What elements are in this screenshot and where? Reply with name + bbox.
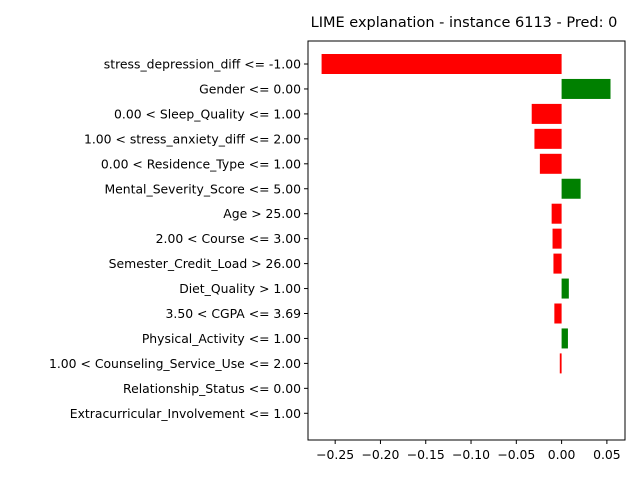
y-tick-label: Physical_Activity <= 1.00 (142, 331, 301, 346)
bar (561, 328, 568, 349)
y-tick-labels: stress_depression_diff <= -1.00 Gender <=… (49, 57, 308, 421)
y-tick-label: 0.00 < Sleep_Quality <= 1.00 (114, 106, 301, 121)
chart-title: LIME explanation - instance 6113 - Pred:… (311, 15, 618, 31)
x-tick-label: −0.15 (407, 447, 445, 462)
x-tick-group: −0.25 −0.20 −0.15 −0.10 −0.05 0.00 0.05 (316, 440, 621, 462)
bar (553, 253, 562, 274)
bar (534, 128, 562, 149)
x-tick-label: 0.00 (548, 447, 576, 462)
y-tick-label: 0.00 < Residence_Type <= 1.00 (101, 156, 301, 171)
y-tick-label: Semester_Credit_Load > 26.00 (109, 256, 301, 271)
bar (531, 103, 562, 124)
y-tick-label: Extracurricular_Involvement <= 1.00 (70, 406, 301, 421)
x-tick-label: 0.05 (593, 447, 621, 462)
bar (554, 303, 562, 324)
y-tick-label: stress_depression_diff <= -1.00 (104, 57, 301, 72)
bar-group (321, 54, 611, 374)
y-tick-label: Relationship_Status <= 0.00 (123, 381, 301, 396)
x-tick-label: −0.05 (497, 447, 535, 462)
y-tick-label: 1.00 < stress_anxiety_diff <= 2.00 (84, 131, 301, 146)
axes-frame (307, 40, 626, 441)
y-tick-label: Gender <= 0.00 (199, 81, 301, 96)
bar (551, 203, 562, 224)
y-tick-label: Diet_Quality > 1.00 (179, 281, 301, 296)
y-tick-label: 2.00 < Course <= 3.00 (156, 231, 301, 246)
bar (559, 353, 562, 374)
y-tick-label: Mental_Severity_Score <= 5.00 (104, 181, 301, 196)
bar (321, 54, 562, 74)
y-tick-label: 3.50 < CGPA <= 3.69 (166, 306, 302, 321)
bar (552, 228, 562, 249)
bar (539, 153, 562, 174)
x-tick-label: −0.25 (316, 447, 354, 462)
bar (561, 278, 569, 299)
y-tick-label: 1.00 < Counseling_Service_Use <= 2.00 (49, 356, 301, 371)
bar (561, 178, 581, 199)
y-tick-label: Age > 25.00 (223, 206, 301, 221)
x-tick-label: −0.20 (361, 447, 399, 462)
x-tick-label: −0.10 (452, 447, 490, 462)
bar (561, 78, 611, 99)
